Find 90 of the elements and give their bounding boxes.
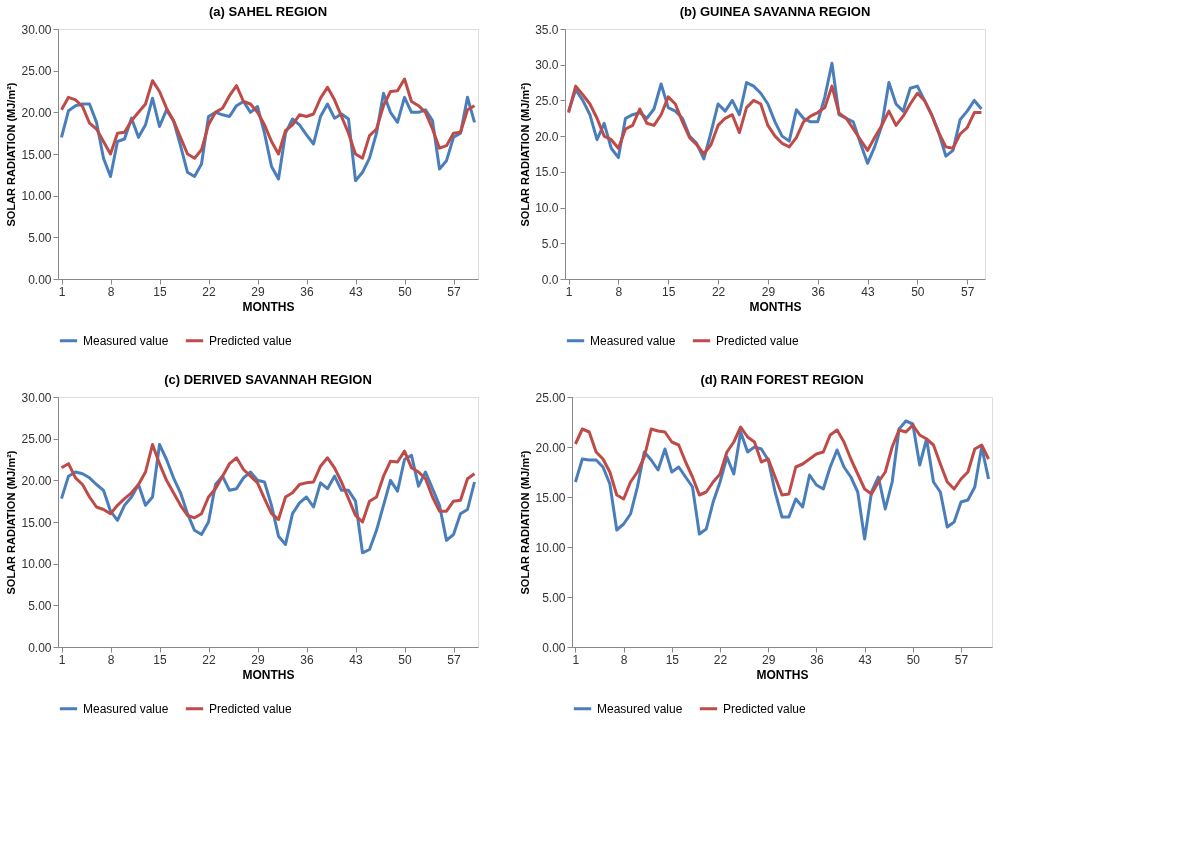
- line-series: [573, 423, 991, 501]
- y-tick-label: 25.00: [21, 64, 52, 79]
- legend-label: Predicted value: [209, 333, 293, 348]
- x-tick-label: 57: [961, 284, 975, 299]
- x-tick-label: 57: [447, 284, 461, 299]
- y-tick-label: 30.00: [21, 390, 52, 405]
- x-tick-label: 15: [153, 652, 167, 667]
- x-tick-label: 43: [858, 652, 873, 667]
- x-tick-label: 36: [300, 284, 314, 299]
- x-tick-label: 29: [761, 284, 776, 299]
- y-tick-label: 5.0: [541, 236, 559, 251]
- y-axis-title: SOLAR RADIATION (MJ/m²): [519, 450, 532, 595]
- x-tick-label: 22: [713, 652, 728, 667]
- x-tick-label: 57: [954, 652, 969, 667]
- y-tick-label: 25.00: [535, 390, 566, 405]
- chart-title: (b) GUINEA SAVANNA REGION: [679, 4, 871, 19]
- x-axis-title: MONTHS: [749, 299, 802, 314]
- x-tick-label: 22: [202, 652, 216, 667]
- x-axis-title: MONTHS: [242, 667, 295, 682]
- y-tick-label: 35.0: [535, 22, 559, 37]
- y-tick-label: 10.00: [535, 540, 566, 555]
- y-tick-label: 15.00: [21, 147, 52, 162]
- x-tick-label: 29: [251, 284, 265, 299]
- line-series: [567, 84, 983, 156]
- line-series: [60, 443, 476, 524]
- y-tick-label: 5.00: [28, 598, 52, 613]
- y-tick-label: 15.00: [21, 515, 52, 530]
- legend-label: Measured value: [83, 333, 169, 348]
- x-axis-title: MONTHS: [242, 299, 295, 314]
- y-tick-label: 20.00: [535, 440, 566, 455]
- line-series: [60, 77, 476, 160]
- x-tick-label: 22: [711, 284, 726, 299]
- y-tick-label: 10.00: [21, 189, 52, 204]
- y-axis-title: SOLAR RADIATION (MJ/m²): [519, 82, 532, 227]
- y-tick-label: 0.00: [28, 272, 52, 287]
- x-tick-label: 36: [810, 652, 824, 667]
- line-series: [573, 419, 991, 541]
- x-tick-label: 50: [398, 284, 412, 299]
- y-tick-label: 5.00: [542, 590, 566, 605]
- y-tick-label: 0.00: [28, 640, 52, 655]
- x-tick-label: 1: [572, 652, 580, 667]
- legend-label: Measured value: [83, 701, 169, 716]
- y-tick-label: 15.0: [535, 165, 559, 180]
- y-tick-label: 25.0: [535, 93, 559, 108]
- legend-label: Predicted value: [209, 701, 293, 716]
- legend-label: Predicted value: [716, 333, 800, 348]
- y-tick-label: 30.0: [535, 58, 559, 73]
- x-tick-label: 8: [615, 284, 623, 299]
- y-tick-label: 5.00: [28, 230, 52, 245]
- x-tick-label: 15: [665, 652, 680, 667]
- y-axis-title: SOLAR RADIATION (MJ/m²): [5, 450, 18, 595]
- x-tick-label: 29: [762, 652, 776, 667]
- y-tick-label: 20.00: [21, 105, 52, 120]
- y-tick-label: 20.0: [535, 129, 559, 144]
- x-tick-label: 1: [58, 652, 66, 667]
- x-tick-label: 43: [861, 284, 876, 299]
- x-tick-label: 50: [906, 652, 921, 667]
- y-tick-label: 0.0: [541, 272, 559, 287]
- y-tick-label: 15.00: [535, 490, 566, 505]
- x-tick-label: 22: [202, 284, 216, 299]
- x-tick-label: 50: [398, 652, 412, 667]
- line-series: [60, 443, 476, 555]
- chart-title: (c) DERIVED SAVANNAH REGION: [164, 372, 372, 387]
- y-tick-label: 25.00: [21, 432, 52, 447]
- legend-label: Predicted value: [723, 701, 807, 716]
- x-tick-label: 36: [300, 652, 314, 667]
- x-tick-label: 29: [251, 652, 265, 667]
- y-tick-label: 10.00: [21, 557, 52, 572]
- x-tick-label: 50: [911, 284, 925, 299]
- legend-label: Measured value: [590, 333, 676, 348]
- x-tick-label: 36: [811, 284, 826, 299]
- x-tick-label: 43: [349, 652, 363, 667]
- chart-title: (a) SAHEL REGION: [208, 4, 328, 19]
- x-tick-label: 8: [107, 652, 115, 667]
- x-tick-label: 1: [565, 284, 573, 299]
- x-tick-label: 57: [447, 652, 461, 667]
- y-tick-label: 20.00: [21, 473, 52, 488]
- x-tick-label: 15: [662, 284, 676, 299]
- chart-title: (d) RAIN FOREST REGION: [700, 372, 864, 387]
- y-tick-label: 30.00: [21, 22, 52, 37]
- y-tick-label: 10.0: [535, 201, 559, 216]
- x-axis-title: MONTHS: [756, 667, 809, 682]
- x-tick-label: 43: [349, 284, 363, 299]
- x-tick-label: 8: [107, 284, 115, 299]
- x-tick-label: 15: [153, 284, 167, 299]
- y-tick-label: 0.00: [542, 640, 566, 655]
- x-tick-label: 8: [620, 652, 628, 667]
- y-axis-title: SOLAR RADIATION (MJ/m²): [5, 82, 18, 227]
- x-tick-label: 1: [58, 284, 66, 299]
- legend-label: Measured value: [597, 701, 683, 716]
